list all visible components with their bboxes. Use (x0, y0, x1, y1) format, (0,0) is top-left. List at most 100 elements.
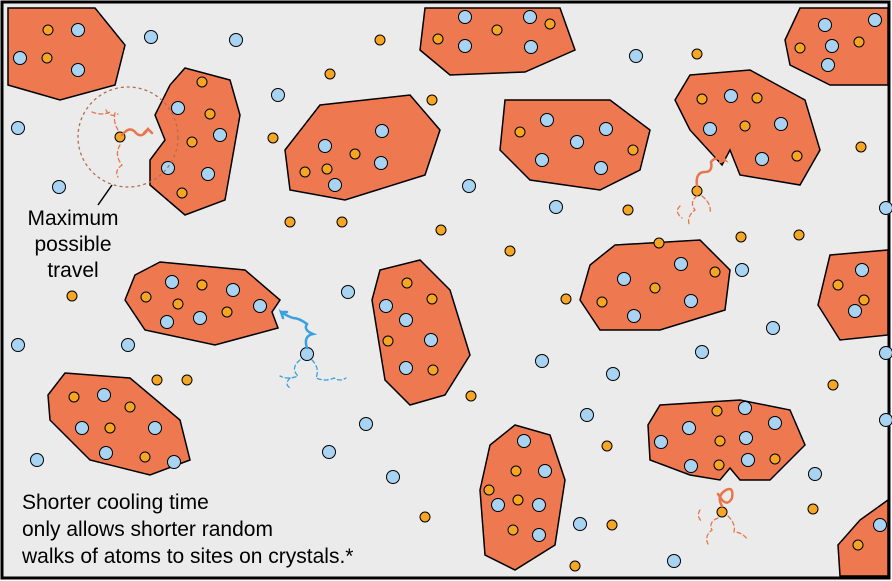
blue-atom (376, 125, 389, 138)
blue-atom (600, 123, 613, 136)
diagram: Maximum possible travel Shorter cooling … (0, 0, 892, 581)
blue-atom (380, 300, 393, 313)
blue-atom (31, 454, 44, 467)
blue-atom (826, 40, 839, 53)
orange-atom (173, 299, 183, 309)
blue-atom (272, 89, 285, 102)
blue-atom (329, 179, 342, 192)
caption: walks of atoms to sites on crystals.* (21, 545, 353, 568)
crystal (648, 400, 805, 480)
blue-atom (375, 157, 388, 170)
blue-atom (725, 90, 738, 103)
blue-atom (618, 273, 631, 286)
blue-atom (739, 402, 752, 415)
orange-atom (828, 380, 838, 390)
blue-atom (880, 202, 892, 215)
blue-atom (874, 519, 887, 532)
orange-atom (650, 283, 660, 293)
orange-atom (833, 280, 843, 290)
blue-atom (630, 50, 643, 63)
orange-atom (43, 25, 53, 35)
blue-atom (518, 435, 531, 448)
orange-atom (466, 391, 476, 401)
blue-atom (769, 417, 782, 430)
blue-atom (100, 447, 113, 460)
orange-atom (492, 25, 502, 35)
orange-atom (197, 280, 207, 290)
orange-atom (736, 232, 746, 242)
travel-label: travel (47, 259, 98, 282)
blue-atom (425, 334, 438, 347)
orange-atom (427, 294, 437, 304)
blue-atom (571, 136, 584, 149)
blue-atom (301, 348, 314, 361)
blue-atom (533, 499, 546, 512)
orange-atom (222, 307, 232, 317)
blue-atom (12, 339, 25, 352)
orange-atom (602, 441, 612, 451)
orange-atom (350, 149, 360, 159)
orange-atom (607, 520, 617, 530)
blue-atom (736, 264, 749, 277)
blue-atom (98, 389, 111, 402)
orange-atom (513, 495, 523, 505)
blue-atom (459, 40, 472, 53)
orange-atom (152, 375, 162, 385)
blue-atom (595, 162, 608, 175)
orange-atom (545, 19, 555, 29)
blue-atom (161, 316, 174, 329)
orange-atom (322, 164, 332, 174)
blue-atom (740, 432, 753, 445)
orange-atom (859, 295, 869, 305)
blue-atom (342, 286, 355, 299)
orange-atom (715, 436, 725, 446)
orange-atom (197, 77, 207, 87)
orange-atom (808, 504, 818, 514)
orange-atom (427, 95, 437, 105)
blue-atom (536, 355, 549, 368)
orange-atom (268, 133, 278, 143)
blue-atom (655, 436, 668, 449)
orange-atom (505, 246, 515, 256)
orange-atom (42, 53, 52, 63)
blue-atom (822, 59, 835, 72)
blue-atom (400, 314, 413, 327)
orange-atom (205, 109, 215, 119)
blue-atom (675, 258, 688, 271)
blue-atom (541, 114, 554, 127)
orange-atom (561, 294, 571, 304)
orange-atom (856, 142, 866, 152)
orange-atom (177, 188, 187, 198)
blue-atom (880, 347, 892, 360)
orange-atom (140, 452, 150, 462)
blue-atom (683, 422, 696, 435)
blue-atom (72, 24, 85, 37)
orange-atom (508, 525, 518, 535)
orange-atom (710, 267, 720, 277)
orange-atom (623, 205, 633, 215)
blue-atom (856, 264, 869, 277)
caption: Shorter cooling time (22, 491, 209, 514)
blue-atom (194, 312, 207, 325)
blue-atom (492, 499, 505, 512)
orange-atom (325, 69, 335, 79)
orange-atom (300, 167, 310, 177)
orange-atom (420, 512, 430, 522)
blue-atom (628, 310, 641, 323)
blue-atom (145, 31, 158, 44)
orange-atom (654, 238, 664, 248)
blue-atom (319, 140, 332, 153)
orange-atom (375, 35, 385, 45)
orange-atom (515, 127, 525, 137)
orange-atom (141, 292, 151, 302)
orange-atom (714, 460, 724, 470)
blue-atom (581, 409, 594, 422)
orange-atom (597, 297, 607, 307)
blue-atom (463, 180, 476, 193)
blue-atom (685, 295, 698, 308)
blue-atom (149, 422, 162, 435)
blue-atom (869, 14, 882, 27)
orange-atom (794, 230, 804, 240)
blue-atom (122, 339, 135, 352)
blue-atom (14, 52, 27, 65)
